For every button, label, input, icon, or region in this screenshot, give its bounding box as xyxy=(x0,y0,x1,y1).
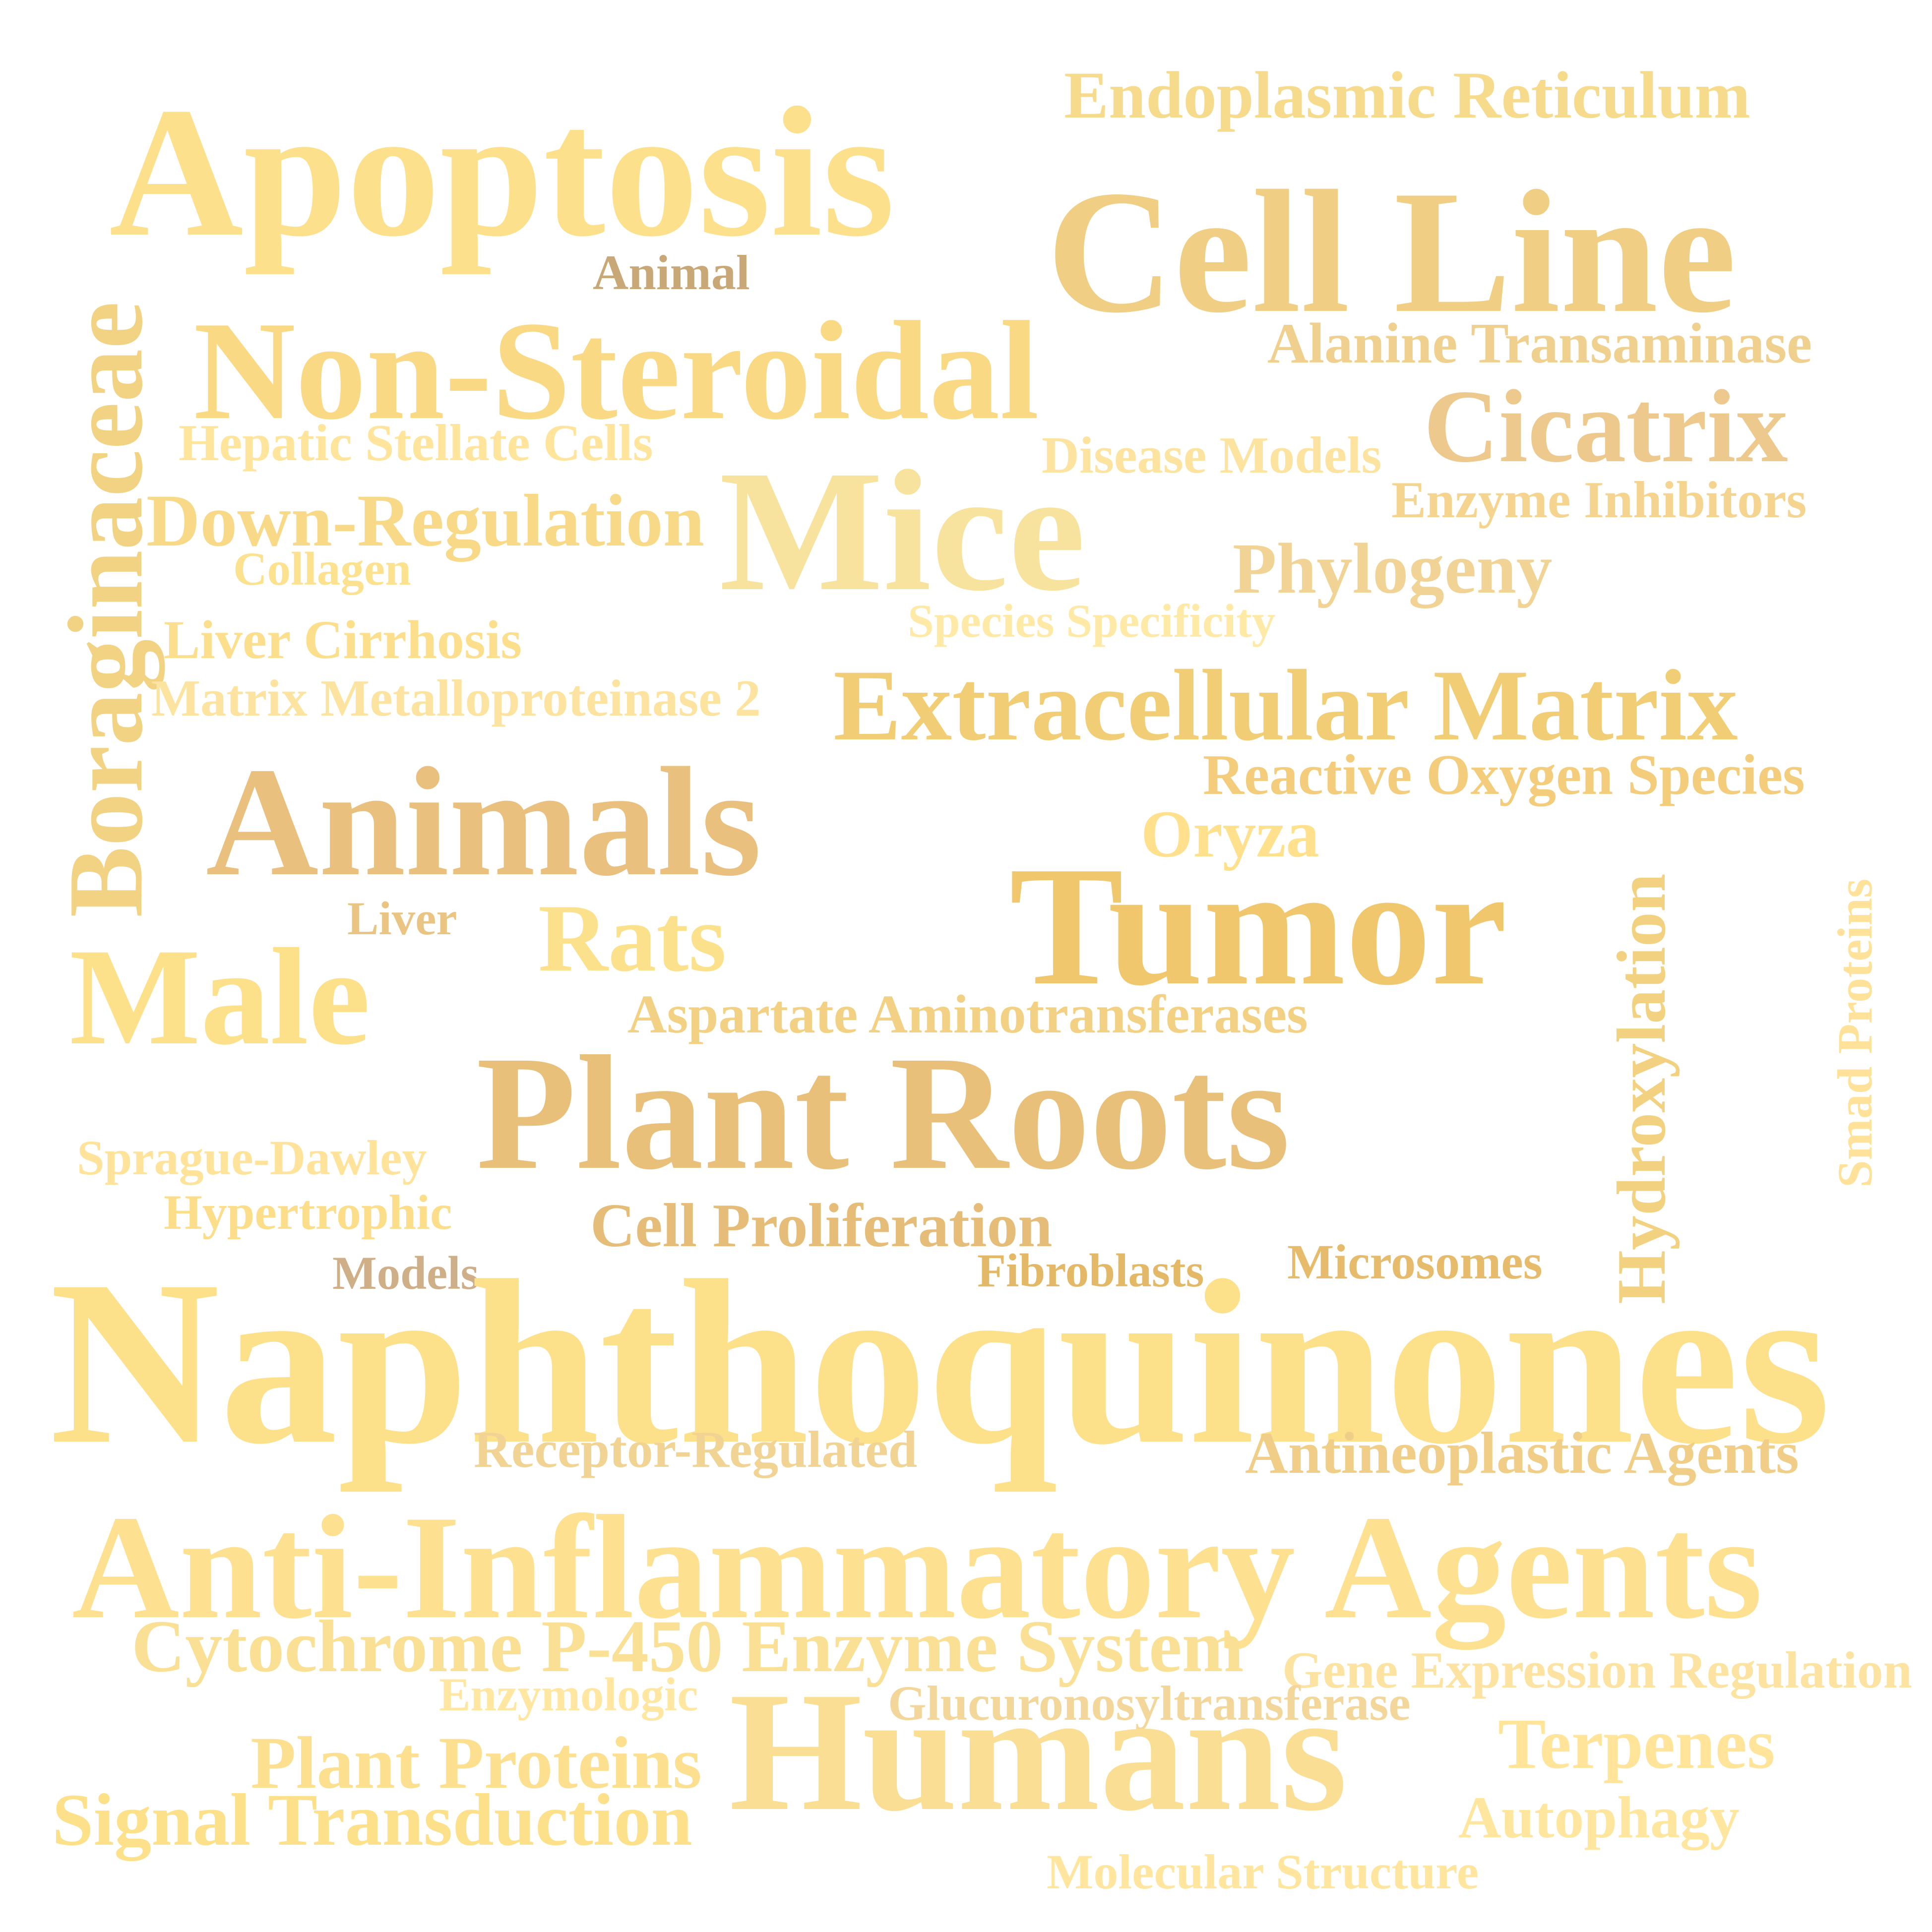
word-autophagy: Autophagy xyxy=(1458,1784,1740,1850)
word-plant-proteins: Plant Proteins xyxy=(250,1722,702,1804)
word-liver-cirrhosis: Liver Cirrhosis xyxy=(164,609,522,670)
word-cicatrix: Cicatrix xyxy=(1424,369,1788,484)
word-non-steroidal: Non-Steroidal xyxy=(193,292,1039,449)
word-extracellular-matrix: Extracellular Matrix xyxy=(833,649,1738,762)
word-hypertrophic: Hypertrophic xyxy=(164,1185,452,1240)
word-sprague-dawley: Sprague-Dawley xyxy=(77,1130,427,1185)
word-aspartate-aminotransferases: Aspartate Aminotransferases xyxy=(627,984,1308,1044)
word-smad-proteins: Smad Proteins xyxy=(1827,878,1882,1188)
word-male: Male xyxy=(69,919,371,1074)
word-collagen: Collagen xyxy=(233,543,411,595)
word-molecular-structure: Molecular Structure xyxy=(1047,1844,1479,1899)
word-animals: Animals xyxy=(206,735,762,908)
word-microsomes: Microsomes xyxy=(1287,1234,1543,1289)
word-oryza: Oryza xyxy=(1141,797,1319,871)
word-enzymologic: Enzymologic xyxy=(439,1668,698,1721)
word-rats: Rats xyxy=(538,885,727,992)
word-endoplasmic-reticulum: Endoplasmic Reticulum xyxy=(1064,59,1750,132)
word-plant-roots: Plant Roots xyxy=(476,1023,1290,1204)
word-signal-transduction: Signal Transduction xyxy=(52,1779,692,1861)
word-cell-line: Cell Line xyxy=(1047,154,1737,349)
word-down-regulation: Down-Regulation xyxy=(146,480,705,562)
word-matrix-metalloproteinase-2: Matrix Metalloproteinase 2 xyxy=(151,669,761,727)
word-species-specificity: Species Specificity xyxy=(908,595,1276,647)
word-phylogeny: Phylogeny xyxy=(1233,529,1553,608)
word-antineoplastic-agents: Antineoplastic Agents xyxy=(1245,1420,1799,1486)
word-boraginaceae: Boraginaceae xyxy=(46,302,165,917)
word-humans: Humans xyxy=(729,1657,1348,1846)
word-alanine-transaminase: Alanine Transaminase xyxy=(1267,312,1812,375)
word-liver: Liver xyxy=(347,892,457,945)
word-anti-inflammatory-agents: Anti-Inflammatory Agents xyxy=(72,1485,1763,1649)
word-enzyme-inhibitors: Enzyme Inhibitors xyxy=(1391,471,1807,529)
word-cytochrome-p450-enzyme-system: Cytochrome P-450 Enzyme System xyxy=(131,1605,1244,1688)
word-reactive-oxygen-species: Reactive Oxygen Species xyxy=(1203,743,1805,806)
word-disease-models: Disease Models xyxy=(1042,426,1382,484)
word-apoptosis: Apoptosis xyxy=(109,69,895,275)
word-fibroblasts: Fibroblasts xyxy=(977,1244,1204,1297)
word-mice: Mice xyxy=(719,434,1086,627)
word-animal: Animal xyxy=(593,245,750,300)
word-tumor: Tumor xyxy=(1009,831,1507,1021)
word-models: Models xyxy=(332,1247,479,1299)
word-naphthoquinones: Naphthoquinones xyxy=(50,1232,1831,1493)
word-terpenes: Terpenes xyxy=(1498,1704,1775,1784)
word-receptor-regulated: Receptor-Regulated xyxy=(474,1420,918,1478)
word-gene-expression-regulation: Gene Expression Regulation xyxy=(1282,1641,1912,1699)
word-cell-proliferation: Cell Proliferation xyxy=(590,1192,1053,1260)
word-glucuronosyltransferase: Glucuronosyltransferase xyxy=(888,1676,1411,1731)
word-hepatic-stellate-cells: Hepatic Stellate Cells xyxy=(179,414,653,472)
